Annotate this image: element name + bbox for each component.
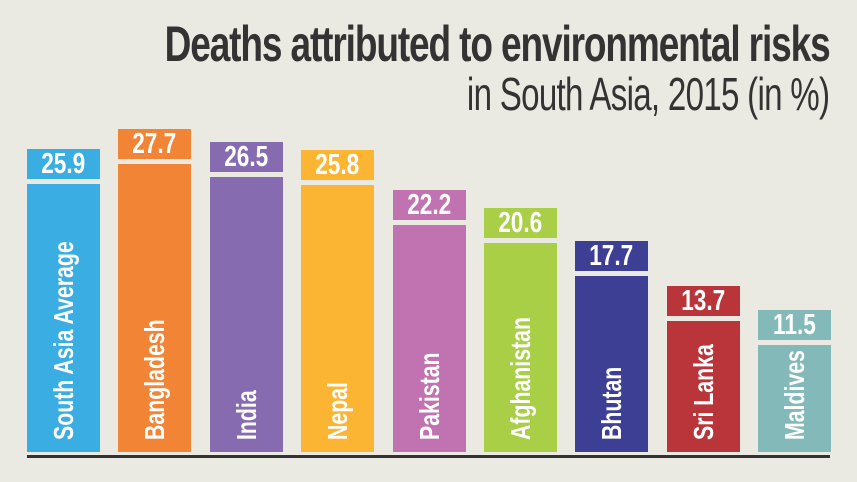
category-label: Pakistan — [413, 325, 445, 440]
category-label-text: Nepal — [321, 382, 353, 440]
value-text: 25.9 — [41, 148, 86, 180]
category-label: Bangladesh — [138, 281, 170, 440]
category-label-text: Maldives — [778, 350, 810, 440]
bar-group: 22.2 Pakistan — [393, 0, 466, 452]
category-label-text: Bhutan — [595, 366, 627, 440]
bar-group: 13.7 Sri Lanka — [667, 0, 740, 452]
value-label: 17.7 — [575, 241, 648, 271]
category-label-text: Afghanistan — [504, 317, 536, 440]
category-label-text: Pakistan — [413, 352, 445, 440]
category-label-text: South Asia Average — [47, 241, 79, 440]
bar-group: 17.7 Bhutan — [575, 0, 648, 452]
category-label-text: India — [230, 390, 262, 440]
value-text: 17.7 — [589, 240, 634, 272]
value-label: 13.7 — [667, 286, 740, 316]
category-label: Bhutan — [595, 344, 627, 440]
bar: Maldives — [758, 345, 831, 452]
value-label: 25.8 — [301, 150, 374, 180]
bar: Afghanistan — [484, 243, 557, 452]
value-text: 27.7 — [132, 128, 177, 160]
bar: Nepal — [301, 185, 374, 452]
category-label: Sri Lanka — [687, 314, 719, 440]
bar-group: 25.8 Nepal — [301, 0, 374, 452]
value-label: 11.5 — [758, 310, 831, 340]
category-label-text: Bangladesh — [138, 319, 170, 440]
value-label: 27.7 — [118, 129, 191, 159]
value-text: 20.6 — [498, 207, 543, 239]
x-axis-baseline — [27, 455, 830, 458]
bar-group: 26.5 India — [210, 0, 283, 452]
bar: Bhutan — [575, 276, 648, 452]
category-label: South Asia Average — [47, 179, 79, 440]
value-text: 26.5 — [224, 141, 269, 173]
value-label: 22.2 — [393, 190, 466, 220]
bar: South Asia Average — [27, 184, 100, 452]
value-text: 25.8 — [315, 149, 360, 181]
bar-group: 25.9 South Asia Average — [27, 0, 100, 452]
bar-group: 27.7 Bangladesh — [118, 0, 191, 452]
category-label-text: Sri Lanka — [687, 344, 719, 440]
category-label: Nepal — [321, 364, 353, 440]
category-label: India — [230, 375, 262, 440]
chart-title: Deaths attributed to environmental risks — [165, 16, 831, 72]
bar: Bangladesh — [118, 164, 191, 452]
value-text: 11.5 — [773, 309, 816, 341]
bar-group: 11.5 Maldives — [758, 0, 831, 452]
bar: Sri Lanka — [667, 321, 740, 452]
bar: Pakistan — [393, 225, 466, 452]
bar-group: 20.6 Afghanistan — [484, 0, 557, 452]
category-label: Maldives — [778, 322, 810, 440]
value-text: 13.7 — [681, 285, 726, 317]
value-label: 26.5 — [210, 142, 283, 172]
bar: India — [210, 177, 283, 452]
chart-subtitle: in South Asia, 2015 (in %) — [466, 68, 830, 120]
category-label: Afghanistan — [504, 278, 536, 440]
value-label: 20.6 — [484, 208, 557, 238]
value-text: 22.2 — [407, 189, 452, 221]
value-label: 25.9 — [27, 149, 100, 179]
